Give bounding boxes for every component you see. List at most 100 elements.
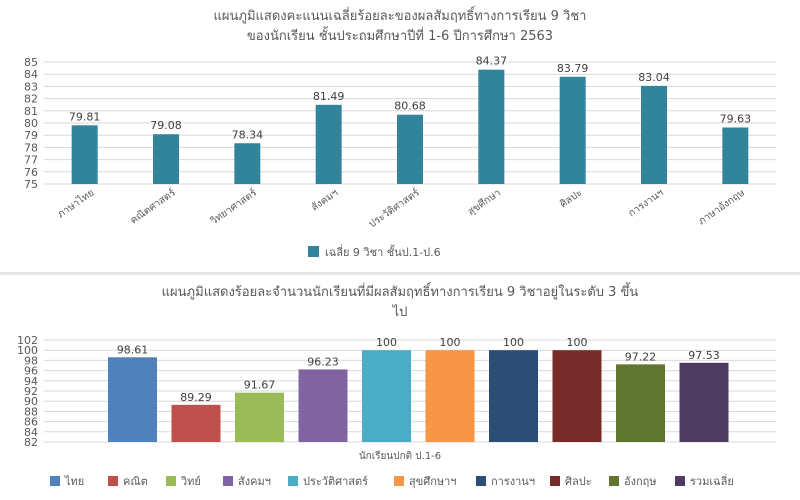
chart2-data-label: 96.23 bbox=[307, 355, 339, 368]
chart2-legend-swatch bbox=[288, 476, 298, 486]
chart1-category-label: ภาษาไทย bbox=[55, 187, 96, 221]
chart1-bar bbox=[722, 127, 749, 184]
chart1-panel: แผนภูมิแสดงคะแนนเฉลี่ยร้อยละของผลสัมฤทธิ… bbox=[24, 9, 776, 259]
chart2-legend-swatch bbox=[108, 476, 118, 486]
chart1-legend-label: เฉลี่ย 9 วิชา ชั้นป.1-ป.6 bbox=[325, 244, 441, 259]
chart2-legend-swatch bbox=[476, 476, 486, 486]
chart1-data-label: 84.37 bbox=[476, 55, 508, 68]
chart2-data-label: 98.61 bbox=[117, 343, 149, 356]
chart2-data-label: 97.53 bbox=[688, 349, 720, 362]
chart2-y-tick-label: 88 bbox=[24, 405, 38, 418]
chart2-legend-swatch bbox=[50, 476, 60, 486]
chart2-legend-label: สุขศึกษาฯ bbox=[409, 475, 456, 488]
chart2-legend-swatch bbox=[394, 476, 404, 486]
chart2-title-line2: ไป bbox=[392, 305, 408, 320]
chart1-category-label: คณิตศาสตร์ bbox=[128, 186, 178, 226]
chart1-category-label: วิทยาศาสตร์ bbox=[208, 186, 260, 227]
chart2-bar bbox=[425, 350, 475, 442]
chart2-data-label: 89.29 bbox=[180, 391, 212, 404]
chart2-bar bbox=[298, 369, 348, 442]
chart2-legend-swatch bbox=[675, 476, 685, 486]
chart1-category-label: ประวัติศาสตร์ bbox=[366, 186, 422, 230]
chart2-bar bbox=[552, 350, 602, 442]
chart1-title-line2: ของนักเรียน ชั้นประถมศึกษาปีที่ 1-6 ปีกา… bbox=[246, 29, 554, 44]
chart1-bar bbox=[315, 104, 342, 184]
chart1-bar bbox=[559, 76, 586, 184]
chart2-legend-swatch bbox=[609, 476, 619, 486]
chart1-y-tick-label: 84 bbox=[24, 68, 38, 81]
chart1-data-label: 80.68 bbox=[394, 100, 426, 113]
chart1-data-label: 83.04 bbox=[638, 71, 670, 84]
chart2-bar bbox=[616, 364, 665, 442]
panel-divider bbox=[0, 272, 800, 275]
chart2-legend-label: ประวัติศาสตร์ bbox=[303, 475, 368, 488]
chart1-category-label: การงานฯ bbox=[627, 187, 666, 219]
chart1-data-label: 81.49 bbox=[313, 90, 345, 103]
chart2-y-tick-label: 96 bbox=[24, 365, 38, 378]
chart2-svg: 82848688909294969810010298.6189.2991.679… bbox=[17, 334, 776, 488]
chart2-bar bbox=[489, 350, 538, 442]
chart1-data-label: 79.63 bbox=[720, 113, 752, 126]
chart2-legend-swatch bbox=[223, 476, 233, 486]
chart2-legend-label: วิทย์ bbox=[180, 475, 201, 488]
chart1-y-tick-label: 79 bbox=[24, 129, 38, 142]
chart1-bar bbox=[478, 69, 505, 184]
chart1-data-label: 78.34 bbox=[232, 128, 264, 141]
chart1-y-tick-label: 82 bbox=[24, 93, 38, 106]
chart1-y-tick-label: 78 bbox=[24, 141, 38, 154]
chart2-legend-label: การงานฯ bbox=[491, 475, 535, 488]
chart2-legend-swatch bbox=[166, 476, 176, 486]
chart2-bar bbox=[362, 350, 411, 442]
chart2-data-label: 91.67 bbox=[244, 379, 276, 392]
chart2-data-label: 100 bbox=[503, 336, 524, 349]
chart1-category-label: สังคมฯ bbox=[310, 187, 341, 213]
chart2-y-tick-label: 94 bbox=[24, 375, 38, 388]
chart2-data-label: 100 bbox=[440, 336, 461, 349]
chart2-bar bbox=[235, 392, 284, 442]
chart2-bar bbox=[679, 362, 729, 442]
chart2-panel: แผนภูมิแสดงร้อยละจำนวนนักเรียนที่มีผลสัม… bbox=[0, 276, 800, 500]
chart2-data-label: 100 bbox=[376, 336, 397, 349]
chart2-y-tick-label: 100 bbox=[17, 344, 38, 357]
chart2-legend-label: อังกฤษ bbox=[624, 475, 657, 488]
chart1-data-label: 79.08 bbox=[150, 119, 182, 132]
chart2-y-tick-label: 84 bbox=[24, 426, 38, 439]
chart1-category-label: ภาษาอังกฤษ bbox=[696, 187, 747, 227]
chart2-title-line1: แผนภูมิแสดงร้อยละจำนวนนักเรียนที่มีผลสัม… bbox=[161, 285, 639, 300]
chart1-category-label: ศิลปะ bbox=[558, 187, 584, 210]
chart1-y-tick-label: 85 bbox=[24, 56, 38, 69]
chart1-data-label: 83.79 bbox=[557, 62, 589, 75]
chart1-legend-swatch bbox=[308, 246, 319, 257]
chart1-category-label: สุขศึกษา bbox=[465, 187, 503, 218]
chart2-legend-label: สังคมฯ bbox=[238, 475, 271, 488]
chart2-legend-label: ศิลปะ bbox=[565, 475, 592, 488]
chart2-y-tick-label: 92 bbox=[24, 385, 38, 398]
chart1-y-tick-label: 83 bbox=[24, 80, 38, 93]
chart1-title-line1: แผนภูมิแสดงคะแนนเฉลี่ยร้อยละของผลสัมฤทธิ… bbox=[213, 9, 587, 24]
chart2-bar bbox=[171, 404, 221, 442]
chart2-legend-label: คณิต bbox=[123, 475, 148, 488]
chart1-y-tick-label: 77 bbox=[24, 154, 38, 167]
chart2-y-tick-label: 98 bbox=[24, 354, 38, 367]
chart1-y-tick-label: 81 bbox=[24, 105, 38, 118]
chart2-legend-label: ไทย bbox=[64, 475, 84, 488]
chart1-y-tick-label: 80 bbox=[24, 117, 38, 130]
chart1-bar bbox=[71, 125, 98, 184]
chart2-y-tick-label: 86 bbox=[24, 416, 38, 429]
chart2-data-label: 97.22 bbox=[625, 350, 657, 363]
chart1-bar bbox=[397, 114, 423, 184]
chart1-bar bbox=[641, 85, 667, 184]
chart2-bar bbox=[108, 357, 157, 442]
chart1-bar bbox=[153, 134, 179, 184]
chart2-x-axis-label: นักเรียนปกติ ป.1-6 bbox=[359, 450, 441, 462]
chart1-data-label: 79.81 bbox=[69, 110, 101, 123]
chart1-y-tick-label: 75 bbox=[24, 178, 38, 191]
chart2-legend-swatch bbox=[550, 476, 560, 486]
chart1-y-tick-label: 76 bbox=[24, 166, 38, 179]
chart1-bar bbox=[234, 143, 261, 184]
chart2-y-tick-label: 90 bbox=[24, 395, 38, 408]
chart2-data-label: 100 bbox=[567, 336, 588, 349]
chart2-y-tick-label: 82 bbox=[24, 436, 38, 449]
chart2-legend-label: รวมเฉลี่ย bbox=[690, 473, 734, 488]
